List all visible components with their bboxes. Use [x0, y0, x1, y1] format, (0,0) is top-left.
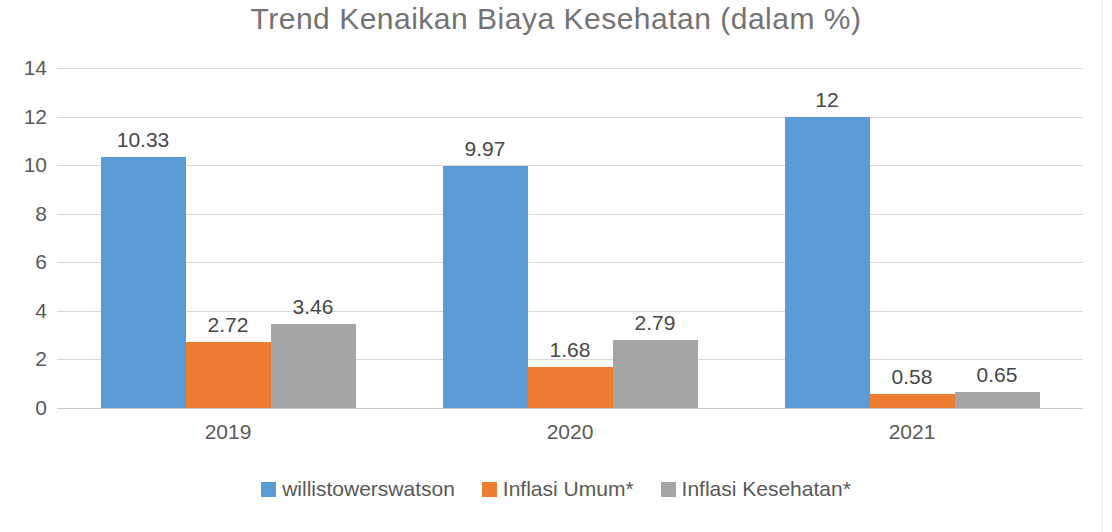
gridline-6 [57, 262, 1083, 263]
y-tick-4: 4 [35, 298, 47, 322]
y-tick-10: 10 [24, 153, 47, 177]
bar-inflasi-umum-2019 [186, 342, 271, 408]
data-label-willistowerswatson-2019: 10.33 [83, 128, 203, 152]
gridline-4 [57, 311, 1083, 312]
gridline-8 [57, 214, 1083, 215]
legend-label-willistowerswatson: willistowerswatson [282, 477, 455, 501]
legend-label-inflasi-umum: Inflasi Umum* [503, 477, 634, 501]
legend-label-inflasi-kesehatan: Inflasi Kesehatan* [682, 477, 851, 501]
y-tick-0: 0 [35, 396, 47, 420]
bar-inflasi-umum-2021 [870, 394, 955, 408]
x-axis-line [57, 408, 1083, 409]
gridline-12 [57, 117, 1083, 118]
bar-willistowerswatson-2020 [443, 166, 528, 408]
data-label-willistowerswatson-2021: 12 [767, 88, 887, 112]
x-tick-2021: 2021 [741, 420, 1083, 444]
chart-title: Trend Kenaikan Biaya Kesehatan (dalam %) [0, 2, 1112, 36]
x-tick-2019: 2019 [57, 420, 399, 444]
y-tick-14: 14 [24, 56, 47, 80]
bar-inflasi-kesehatan-2021 [955, 392, 1040, 408]
chart-right-border [1102, 0, 1103, 532]
y-tick-8: 8 [35, 201, 47, 225]
bar-inflasi-kesehatan-2019 [271, 324, 356, 408]
data-label-willistowerswatson-2020: 9.97 [425, 137, 545, 161]
legend-item-willistowerswatson: willistowerswatson [261, 477, 455, 501]
data-label-inflasi-kesehatan-2021: 0.65 [937, 363, 1057, 387]
legend-item-inflasi-umum: Inflasi Umum* [482, 477, 634, 501]
legend-item-inflasi-kesehatan: Inflasi Kesehatan* [661, 477, 851, 501]
plot-area: 10.332.723.469.971.682.79120.580.65 [57, 68, 1083, 408]
data-label-inflasi-kesehatan-2020: 2.79 [595, 311, 715, 335]
y-tick-12: 12 [24, 104, 47, 128]
x-tick-2020: 2020 [399, 420, 741, 444]
data-label-inflasi-kesehatan-2019: 3.46 [253, 295, 373, 319]
bar-willistowerswatson-2019 [101, 157, 186, 408]
bar-inflasi-umum-2020 [528, 367, 613, 408]
legend-swatch-inflasi-umum [482, 482, 497, 497]
y-tick-6: 6 [35, 250, 47, 274]
bar-chart: Trend Kenaikan Biaya Kesehatan (dalam %)… [0, 0, 1112, 532]
legend-swatch-inflasi-kesehatan [661, 482, 676, 497]
bar-inflasi-kesehatan-2020 [613, 340, 698, 408]
legend: willistowerswatson Inflasi Umum* Inflasi K… [0, 477, 1112, 501]
legend-swatch-willistowerswatson [261, 482, 276, 497]
gridline-14 [57, 68, 1083, 69]
y-tick-2: 2 [35, 347, 47, 371]
gridline-10 [57, 165, 1083, 166]
